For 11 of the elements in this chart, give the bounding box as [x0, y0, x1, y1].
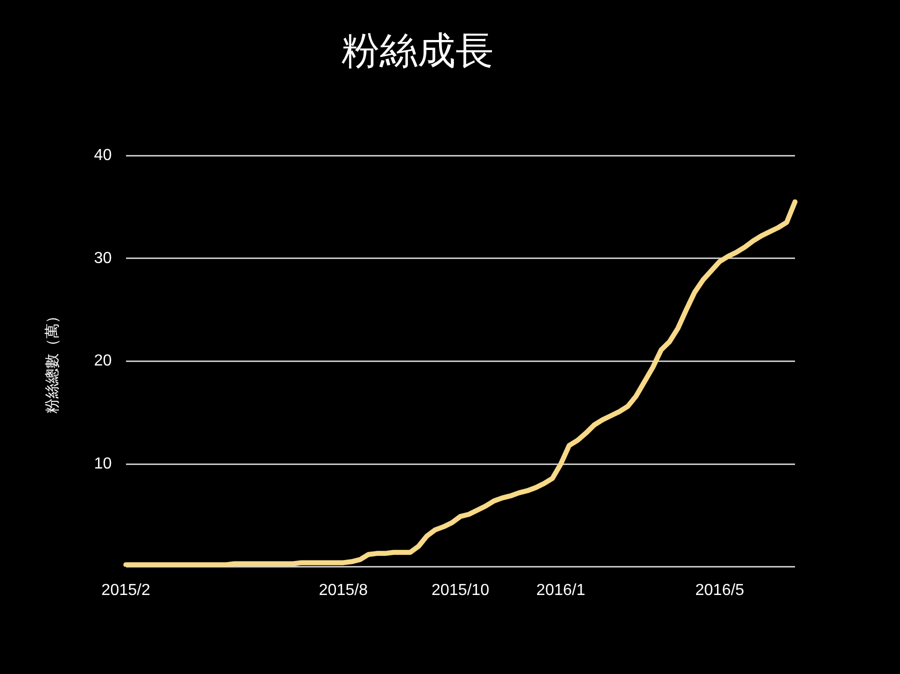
x-tick-label: 2015/10 [431, 582, 490, 599]
x-tick-label: 2015/8 [318, 582, 368, 599]
y-axis-title: 粉絲總數（萬） [44, 308, 62, 414]
chart-title: 粉絲成長 [342, 30, 494, 72]
x-tick-label: 2015/2 [101, 582, 150, 599]
y-tick-label: 20 [94, 352, 112, 370]
x-tick-label: 2016/1 [536, 582, 586, 599]
y-tick-label: 10 [94, 455, 112, 472]
y-tick-label: 40 [94, 147, 112, 164]
x-tick-label: 2016/5 [695, 582, 744, 599]
y-tick-label: 30 [94, 250, 112, 267]
